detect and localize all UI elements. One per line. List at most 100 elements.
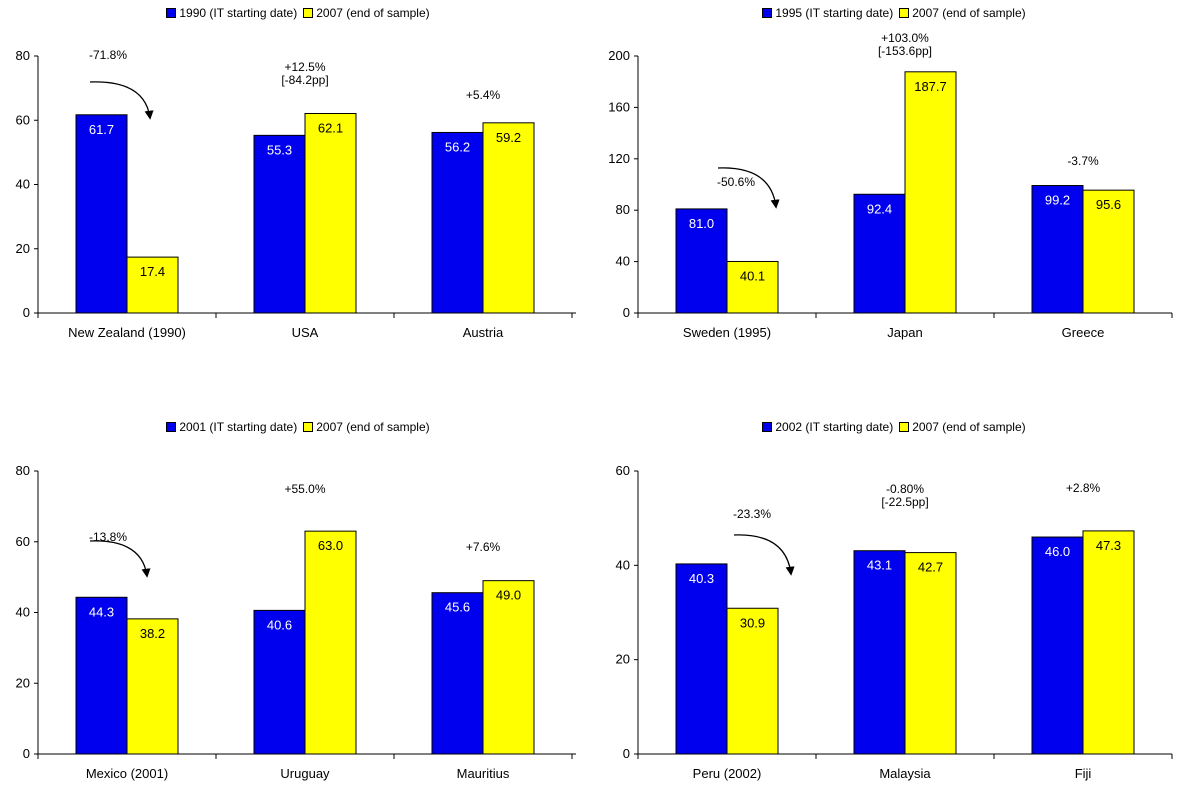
change-annotation: +55.0% xyxy=(284,482,325,496)
change-annotation: -0.80% xyxy=(886,482,924,496)
bar-value-label: 40.6 xyxy=(267,617,292,632)
curved-arrow-icon xyxy=(733,534,795,576)
y-tick-label: 80 xyxy=(16,48,30,63)
bar-value-label: 43.1 xyxy=(867,558,892,573)
bar-mauritius-start xyxy=(431,592,484,755)
bar-usa-start xyxy=(253,134,306,314)
category-label: New Zealand (1990) xyxy=(68,325,186,340)
bar-value-label: 44.3 xyxy=(89,604,114,619)
bar-value-label: 187.7 xyxy=(914,79,947,94)
bar-value-label: 47.3 xyxy=(1096,538,1121,553)
legend-swatch-start xyxy=(762,8,773,18)
y-tick-label: 160 xyxy=(608,99,630,114)
change-annotation: -71.8% xyxy=(89,48,127,62)
chart-panel-mexico: 2001 (IT starting date) 2007 (end of sam… xyxy=(0,395,596,790)
bar-fiji-start xyxy=(1031,536,1084,755)
bar-malaysia-start xyxy=(853,550,906,755)
category-label: Greece xyxy=(1062,325,1105,340)
bar-value-label: 17.4 xyxy=(140,264,165,279)
category-label: Austria xyxy=(463,325,504,340)
legend-swatch-start xyxy=(166,8,177,18)
bar-value-label: 55.3 xyxy=(267,142,292,157)
change-annotation: +5.4% xyxy=(466,88,501,102)
chart-legend: 2002 (IT starting date) 2007 (end of sam… xyxy=(596,420,1192,434)
bar-uruguay-end xyxy=(304,530,357,755)
change-annotation: -50.6% xyxy=(717,175,755,189)
y-tick-label: 40 xyxy=(16,177,30,192)
bar-mauritius-end xyxy=(482,580,535,755)
y-tick-label: 20 xyxy=(616,652,630,667)
bar-japan-start xyxy=(853,193,906,314)
category-label: Mauritius xyxy=(457,766,510,781)
change-annotation: [-153.6pp] xyxy=(878,44,932,58)
category-label: Japan xyxy=(887,325,922,340)
y-tick-label: 200 xyxy=(608,48,630,63)
legend-swatch-start xyxy=(166,422,177,432)
bar-new-zealand-start xyxy=(75,114,128,314)
legend-label-end: 2007 (end of sample) xyxy=(316,420,430,434)
y-tick-label: 40 xyxy=(16,605,30,620)
bar-value-label: 49.0 xyxy=(496,588,521,603)
legend-swatch-start xyxy=(762,422,773,432)
bar-uruguay-start xyxy=(253,609,306,755)
category-label: Mexico (2001) xyxy=(86,766,168,781)
bar-value-label: 45.6 xyxy=(445,600,470,615)
bar-value-label: 40.1 xyxy=(740,268,765,283)
bar-greece-start xyxy=(1031,185,1084,314)
legend-swatch-end xyxy=(899,8,910,18)
bar-value-label: 30.9 xyxy=(740,615,765,630)
chart-legend: 1995 (IT starting date) 2007 (end of sam… xyxy=(596,6,1192,20)
bar-value-label: 59.2 xyxy=(496,130,521,145)
bar-value-label: 42.7 xyxy=(918,560,943,575)
bar-japan-end xyxy=(904,71,957,314)
legend-label-end: 2007 (end of sample) xyxy=(912,420,1026,434)
bar-mexico-end xyxy=(126,618,179,755)
category-label: Malaysia xyxy=(879,766,931,781)
legend-item-start: 2001 (IT starting date) xyxy=(166,420,297,434)
bar-new-zealand-end xyxy=(126,256,179,314)
bar-chart-plot: 0 20 40 60 80 61.7 17.4 New Zealand (1990) -71.8… xyxy=(16,48,576,340)
bar-value-label: 63.0 xyxy=(318,538,343,553)
y-tick-label: 60 xyxy=(616,463,630,478)
bar-peru-end xyxy=(726,607,779,755)
legend-item-start: 1995 (IT starting date) xyxy=(762,6,893,20)
curved-arrow-icon xyxy=(89,81,154,120)
bar-sweden-start xyxy=(675,208,728,314)
legend-item-end: 2007 (end of sample) xyxy=(899,6,1026,20)
bar-value-label: 92.4 xyxy=(867,201,892,216)
legend-swatch-end xyxy=(303,422,314,432)
change-annotation: +103.0% xyxy=(881,31,929,45)
bar-austria-start xyxy=(431,131,484,314)
bar-chart-plot: 0 40 80 120 160 200 81.0 40.1 Sweden (1995) -50.6… xyxy=(608,31,1173,340)
y-tick-label: 0 xyxy=(23,746,30,761)
change-annotation: +12.5% xyxy=(284,60,325,74)
change-annotation: -3.7% xyxy=(1067,154,1099,168)
bar-chart-plot: 0 20 40 60 40.3 30.9 Peru (2002) -23.3% 43.1 42.7… xyxy=(616,463,1173,781)
change-annotation: +7.6% xyxy=(466,540,501,554)
y-tick-label: 40 xyxy=(616,557,630,572)
legend-label-end: 2007 (end of sample) xyxy=(316,6,430,20)
category-label: Fiji xyxy=(1075,766,1092,781)
category-label: Sweden (1995) xyxy=(683,325,771,340)
legend-item-end: 2007 (end of sample) xyxy=(899,420,1026,434)
chart-legend: 2001 (IT starting date) 2007 (end of sam… xyxy=(0,420,596,434)
y-tick-label: 80 xyxy=(16,463,30,478)
y-tick-label: 0 xyxy=(23,305,30,320)
bar-value-label: 99.2 xyxy=(1045,193,1070,208)
legend-label-start: 1995 (IT starting date) xyxy=(775,6,894,20)
chart-legend: 1990 (IT starting date) 2007 (end of sam… xyxy=(0,6,596,20)
bar-value-label: 62.1 xyxy=(318,121,343,136)
curved-arrow-icon xyxy=(717,167,780,209)
y-tick-label: 60 xyxy=(16,534,30,549)
bar-peru-start xyxy=(675,563,728,755)
legend-item-start: 1990 (IT starting date) xyxy=(166,6,297,20)
category-label: Peru (2002) xyxy=(693,766,762,781)
bar-greece-end xyxy=(1082,189,1135,314)
y-tick-label: 0 xyxy=(623,746,630,761)
bar-austria-end xyxy=(482,122,535,314)
y-tick-label: 80 xyxy=(616,202,630,217)
chart-panel-new-zealand: 1990 (IT starting date) 2007 (end of sam… xyxy=(0,0,596,395)
bar-value-label: 56.2 xyxy=(445,139,470,154)
change-annotation: [-22.5pp] xyxy=(881,495,928,509)
bar-value-label: 81.0 xyxy=(689,216,714,231)
